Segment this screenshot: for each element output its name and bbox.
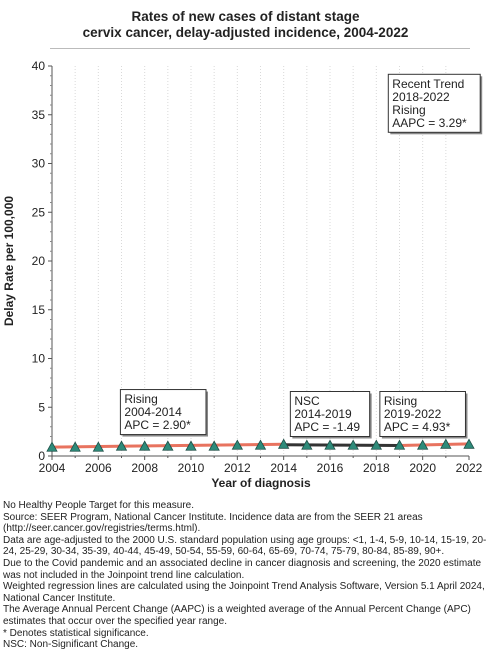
annotation-text: AAPC = 3.29* (392, 116, 467, 130)
data-point (277, 438, 290, 449)
data-point (370, 439, 383, 450)
y-tick-label: 40 (32, 59, 46, 73)
annotation-frame (119, 389, 207, 436)
data-point (324, 439, 336, 450)
annotation-text: Rising (384, 394, 417, 408)
y-tick-label: 10 (32, 352, 46, 366)
footnote-line: Source: SEER Program, National Cancer In… (3, 511, 423, 535)
annotation-text: Rising (392, 103, 425, 117)
data-point (440, 438, 452, 449)
annotation-frame (387, 73, 481, 133)
y-tick-label: 15 (32, 303, 46, 317)
footnote-line: NSC: Non-Significant Change. (3, 639, 139, 651)
data-point (162, 440, 174, 451)
x-tick-label: 2006 (85, 461, 112, 475)
annotation-text: Rising (124, 392, 157, 406)
y-tick-label: 5 (38, 400, 45, 414)
chart-title: Rates of new cases of distant stage cerv… (0, 9, 491, 41)
data-point (185, 440, 197, 451)
footnote-line: Due to the Covid pandemic and an associa… (3, 557, 482, 581)
x-tick-label: 2004 (39, 461, 66, 475)
data-point (463, 438, 475, 449)
y-axis-label: Delay Rate per 100,000 (2, 196, 16, 326)
x-tick-label: 2018 (363, 461, 390, 475)
data-point (208, 440, 220, 451)
annotation-text: APC = -1.49 (294, 420, 360, 434)
x-tick-label: 2010 (178, 461, 205, 475)
data-point (254, 439, 267, 450)
footnote-line: The Average Annual Percent Change (AAPC)… (3, 604, 471, 627)
x-tick-label: 2016 (317, 461, 344, 475)
y-tick-label: 30 (32, 157, 46, 171)
data-point (301, 439, 313, 450)
y-tick-label: 25 (32, 205, 46, 219)
footnotes: No Healthy People Target for this measur… (3, 500, 488, 651)
annotation-text: 2019-2022 (384, 407, 442, 421)
data-point (231, 439, 244, 450)
chart-title-line-2: cervix cancer, delay-adjusted incidence,… (82, 25, 409, 40)
footnote-line: Weighted regression lines are calculated… (3, 581, 485, 604)
y-tick-label: 0 (38, 449, 45, 463)
annotation-text: NSC (294, 394, 320, 408)
y-tick-label: 20 (32, 254, 46, 268)
footnote-line: * Denotes statistical significance. (3, 627, 149, 639)
data-point (138, 440, 151, 451)
footnote-line: No Healthy People Target for this measur… (3, 500, 195, 511)
annotation-text: APC = 2.90* (124, 418, 191, 432)
data-point (416, 439, 429, 450)
x-tick-label: 2008 (131, 461, 158, 475)
data-point (347, 439, 359, 450)
x-tick-label: 2014 (270, 461, 297, 475)
x-tick-label: 2012 (224, 461, 251, 475)
x-axis-label: Year of diagnosis (211, 476, 311, 490)
data-point (393, 439, 406, 450)
data-point (92, 441, 105, 452)
observed-points (46, 438, 475, 452)
trend-line-2019-2022 (398, 442, 471, 447)
annotation-text: 2004-2014 (124, 405, 182, 419)
annotation-text: APC = 4.93* (384, 420, 451, 434)
x-tick-label: 2020 (409, 461, 436, 475)
data-point (115, 440, 128, 451)
axes: 0 5 10 15 20 25 30 35 40 2004 2006 2008 2010 2012 2014… (32, 59, 483, 475)
annotation-text: Recent Trend (392, 77, 464, 91)
data-point (69, 441, 81, 452)
annotation-text: 2014-2019 (294, 407, 352, 421)
y-tick-label: 35 (32, 108, 46, 122)
chart-canvas: 0 5 10 15 20 25 30 35 40 2004 2006 2008 2010 2012 2014… (2, 59, 483, 490)
chart-title-line-1: Rates of new cases of distant stage (131, 9, 360, 24)
x-tick-label: 2022 (456, 461, 483, 475)
footnote-line: Data are age-adjusted to the 2000 U.S. s… (3, 534, 487, 558)
title-divider (50, 48, 470, 49)
annotation-text: 2018-2022 (392, 90, 450, 104)
annotation-frame (289, 391, 371, 437)
data-point (46, 441, 58, 452)
trend-line-2014-2019 (282, 443, 401, 447)
annotation-frame (379, 391, 466, 437)
